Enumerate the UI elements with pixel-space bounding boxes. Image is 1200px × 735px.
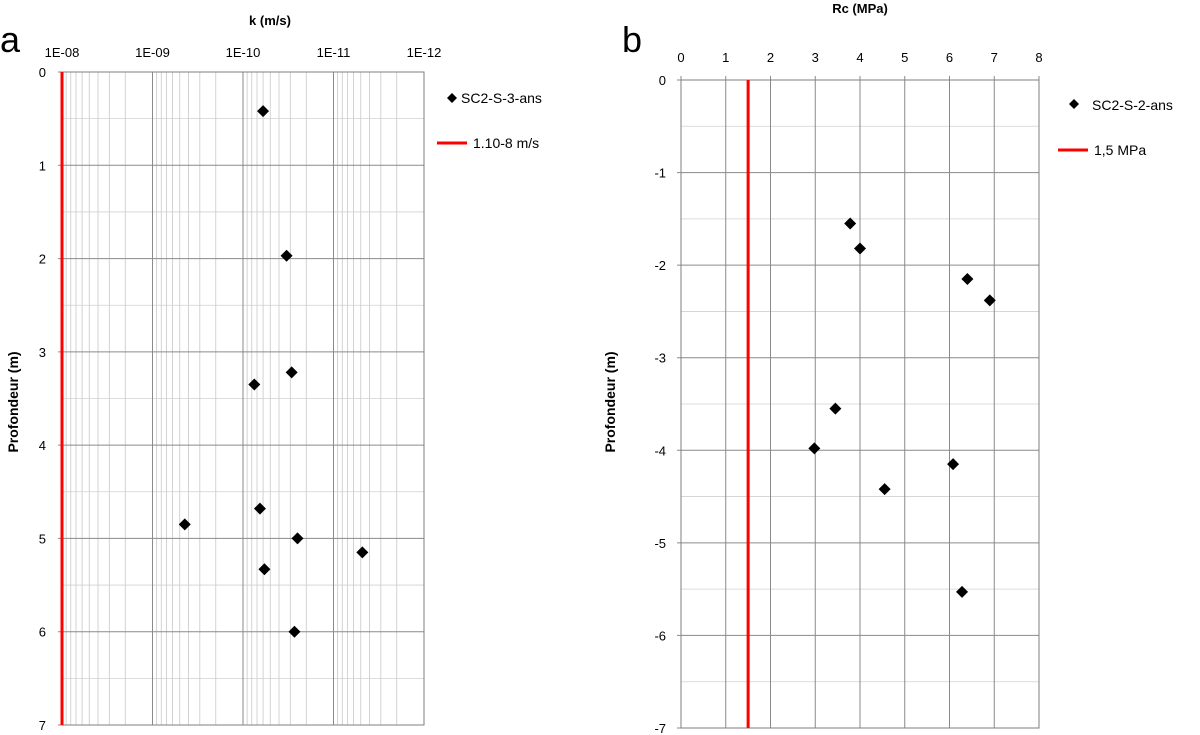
chart-b-data-points [808,217,996,598]
y-tick-label: 4 [39,438,46,453]
x-tick-label: 1E-12 [407,45,442,60]
data-point [947,458,960,471]
data-point [288,625,301,638]
data-point [280,249,293,262]
data-point [285,366,298,379]
x-tick-label: 3 [812,50,819,65]
y-tick-label: 7 [39,718,46,733]
y-tick-label: -5 [654,536,666,551]
chart-b-tick-labels: 0 1 2 3 4 5 6 7 8 0 -1 -2 -3 -4 -5 -6 -7 [654,50,1042,735]
data-point [178,518,191,531]
y-tick-label: -1 [654,166,666,181]
legend-marker-b1 [1069,99,1079,109]
chart-panel-b: b Rc (MPa) Profondeur (m) 0 1 2 3 4 5 6 7 8 0 -1 -2… [602,1,1173,735]
chart-a-ylabel: Profondeur (m) [5,351,21,452]
data-point [258,563,271,576]
x-tick-label: 8 [1035,50,1042,65]
data-point [808,442,821,455]
panel-letter-a: a [0,19,21,60]
chart-panel-a: a k (m/s) Profondeur (m) 1E-08 1E-09 1E-10… [0,13,542,733]
legend-marker-a1 [447,93,457,103]
chart-a-title: k (m/s) [249,13,291,28]
chart-a-minor-grid [62,72,424,725]
x-tick-label: 1E-10 [226,45,261,60]
data-point [248,378,261,391]
x-tick-label: 1E-11 [317,45,351,60]
x-tick-label: 1E-08 [45,45,80,60]
y-tick-label: 3 [39,345,46,360]
data-point [854,242,866,255]
x-tick-label: 7 [991,50,998,65]
y-tick-label: -3 [654,351,666,366]
panel-letter-b: b [622,19,642,60]
x-tick-label: 1 [722,50,729,65]
chart-b-plot-area [680,79,1040,729]
chart-b-legend: SC2-S-2-ans 1,5 MPa [1058,97,1173,158]
y-tick-label: 1 [39,158,46,173]
x-tick-label: 4 [856,50,863,65]
y-tick-label: 0 [39,65,46,80]
x-tick-label: 2 [767,50,774,65]
y-tick-label: 0 [659,73,666,88]
legend-label-b2: 1,5 MPa [1094,142,1146,158]
data-point [253,502,266,515]
y-tick-label: 5 [39,531,46,546]
legend-label-a2: 1.10-8 m/s [473,135,539,151]
y-tick-label: -6 [654,628,666,643]
data-point [829,402,842,415]
chart-b-ylabel: Profondeur (m) [602,351,618,452]
data-point [844,217,857,230]
y-tick-label: -4 [654,443,666,458]
x-tick-label: 1E-09 [135,45,170,60]
y-tick-label: -7 [654,721,666,735]
chart-a-tick-labels: 1E-08 1E-09 1E-10 1E-11 1E-12 0 1 2 3 4 5 6 7 [39,45,442,733]
chart-a-data-points [178,105,369,638]
y-tick-label: 2 [39,252,46,267]
y-tick-label: 6 [39,625,46,640]
x-tick-label: 5 [901,50,908,65]
y-tick-label: -2 [654,258,666,273]
data-point [356,546,369,559]
x-tick-label: 6 [946,50,953,65]
chart-a-legend: SC2-S-3-ans 1.10-8 m/s [437,90,542,151]
x-tick-label: 0 [677,50,684,65]
data-point [961,273,974,286]
chart-b-major-grid [677,76,1040,729]
data-point [983,294,996,307]
data-point [956,585,969,598]
chart-b-title: Rc (MPa) [832,1,888,16]
legend-label-a1: SC2-S-3-ans [461,90,542,106]
data-point [878,483,891,496]
data-point [291,532,304,545]
data-point [257,105,270,118]
legend-label-b1: SC2-S-2-ans [1092,97,1173,113]
